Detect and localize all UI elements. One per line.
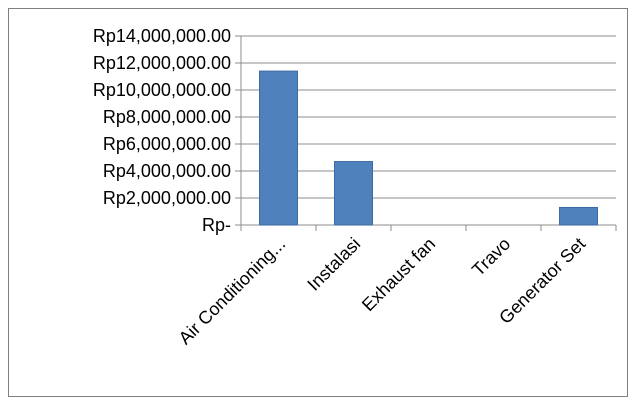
axes bbox=[235, 35, 617, 231]
y-tick-label: Rp- bbox=[202, 215, 231, 235]
x-category-label: Air Conditioning... bbox=[175, 234, 290, 349]
bars bbox=[259, 70, 598, 226]
gridlines bbox=[241, 35, 616, 199]
y-tick-label: Rp10,000,000.00 bbox=[93, 80, 231, 100]
x-category-label: Exhaust fan bbox=[358, 234, 439, 315]
y-tick-label: Rp4,000,000.00 bbox=[103, 161, 231, 181]
y-tick-label: Rp8,000,000.00 bbox=[103, 107, 231, 127]
y-tick-label: Rp12,000,000.00 bbox=[93, 53, 231, 73]
bar bbox=[559, 206, 598, 226]
x-category-label: Instalasi bbox=[303, 234, 364, 295]
y-tick-label: Rp2,000,000.00 bbox=[103, 188, 231, 208]
x-category-label: Travo bbox=[468, 234, 514, 280]
bar bbox=[334, 161, 373, 226]
chart-area: Rp- Rp2,000,000.00 Rp4,000,000.00 Rp6,000,0… bbox=[8, 8, 628, 397]
bar bbox=[259, 70, 298, 226]
bar-chart: Rp- Rp2,000,000.00 Rp4,000,000.00 Rp6,000,0… bbox=[93, 26, 617, 349]
y-tick-labels: Rp- Rp2,000,000.00 Rp4,000,000.00 Rp6,000,0… bbox=[93, 26, 231, 235]
y-tick-label: Rp14,000,000.00 bbox=[93, 26, 231, 46]
y-tick-label: Rp6,000,000.00 bbox=[103, 134, 231, 154]
